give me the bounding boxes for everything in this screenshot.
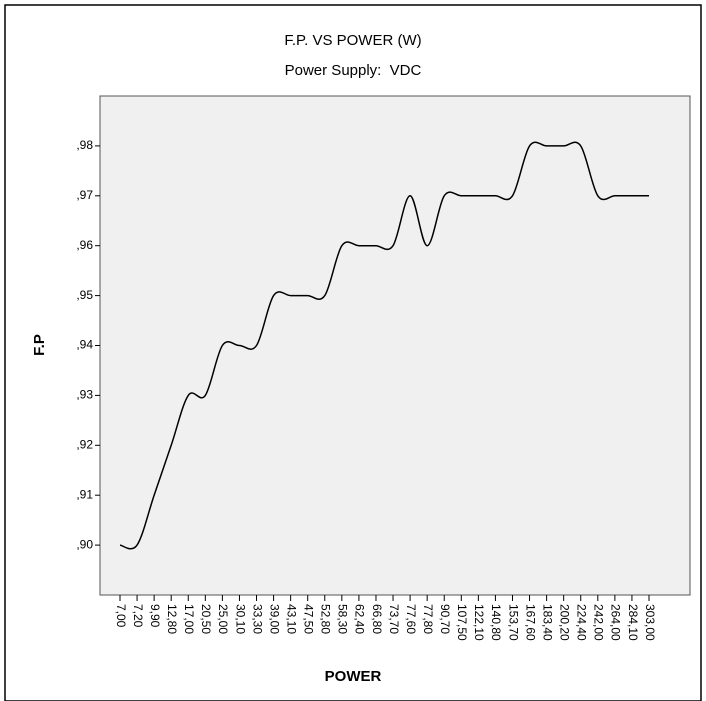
x-tick-label: 200,20 [558,604,572,641]
x-tick-label: 107,50 [455,604,469,641]
y-tick-label: ,94 [76,338,93,352]
x-tick-label: 66,80 [370,604,384,634]
x-tick-label: 153,70 [506,604,520,641]
y-tick-label: ,95 [76,288,93,302]
plot-area [99,95,691,596]
x-tick-label: 30,10 [233,604,247,634]
x-tick-label: 47,50 [302,604,316,634]
x-tick-label: 77,80 [421,604,435,634]
y-tick-label: ,93 [76,388,93,402]
x-tick-label: 224,40 [575,604,589,641]
x-tick-label: 90,70 [438,604,452,634]
x-tick-label: 25,00 [216,604,230,634]
x-tick-label: 9,90 [148,604,162,628]
x-axis-label: POWER [325,668,382,685]
x-tick-label: 20,50 [199,604,213,634]
x-tick-label: 58,30 [336,604,350,634]
y-tick-label: ,97 [76,188,93,202]
y-tick-label: ,91 [76,487,93,501]
x-tick-label: 39,00 [267,604,281,634]
y-axis-label: F.P [31,334,48,356]
x-tick-label: 17,00 [182,604,196,634]
x-tick-label: 183,40 [540,604,554,641]
x-tick-label: 167,60 [523,604,537,641]
chart-subtitle: Power Supply: VDC [285,62,422,79]
x-tick-label: 12,80 [165,604,179,634]
y-tick-label: ,92 [76,437,93,451]
x-tick-label: 73,70 [387,604,401,634]
x-tick-label: 77,60 [404,604,418,634]
x-tick-label: 7,20 [131,604,145,628]
x-tick-label: 52,80 [319,604,333,634]
x-tick-label: 7,00 [114,604,128,628]
x-tick-label: 140,80 [489,604,503,641]
x-tick-label: 242,00 [592,604,606,641]
chart-title: F.P. VS POWER (W) [284,32,421,49]
x-tick-label: 284,10 [626,604,640,641]
x-tick-label: 303,00 [643,604,657,641]
y-tick-label: ,98 [76,138,93,152]
x-tick-label: 33,30 [250,604,264,634]
y-tick-label: ,90 [76,537,93,551]
y-tick-label: ,96 [76,238,93,252]
line-series [119,141,649,550]
x-tick-label: 62,40 [353,604,367,634]
x-tick-label: 43,10 [284,604,298,634]
x-tick-label: 122,10 [472,604,486,641]
x-tick-label: 264,00 [609,604,623,641]
